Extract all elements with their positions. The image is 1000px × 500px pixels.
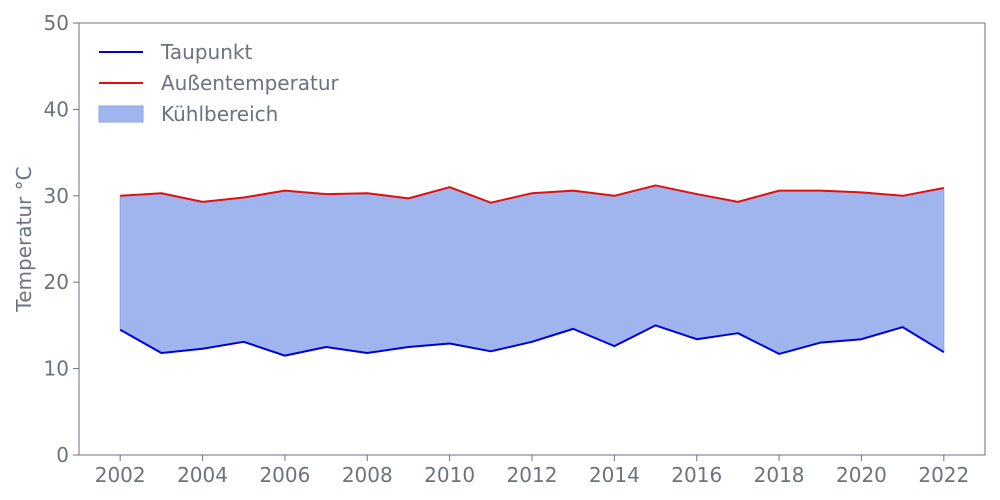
- x-axis: 2002 2004 2006 2008 2010 2012 2014 2016 2018 2020…: [95, 455, 969, 487]
- x-tick-label: 2008: [342, 463, 393, 487]
- y-tick-label: 10: [44, 357, 69, 381]
- y-tick-label: 20: [44, 270, 69, 294]
- outside-temperature-line: [120, 184, 945, 204]
- x-tick-label: 2014: [589, 463, 640, 487]
- x-tick-label: 2018: [754, 463, 805, 487]
- x-tick-label: 2012: [507, 463, 558, 487]
- x-tick-label: 2002: [95, 463, 146, 487]
- legend-cooling-range-swatch: [98, 105, 144, 123]
- cooling-range-area: [119, 184, 945, 357]
- legend-outside-temperature-label: Außentemperatur: [161, 71, 340, 95]
- legend: Taupunkt Außentemperatur Kühlbereich: [98, 40, 340, 126]
- y-tick-label: 30: [44, 184, 69, 208]
- y-axis-label: Temperatur °C: [12, 166, 36, 312]
- legend-dewpoint-label: Taupunkt: [160, 40, 252, 64]
- legend-cooling-range-label: Kühlbereich: [161, 102, 278, 126]
- x-tick-label: 2020: [836, 463, 887, 487]
- dewpoint-line: [119, 324, 945, 357]
- x-tick-label: 2006: [259, 463, 310, 487]
- y-tick-label: 50: [44, 11, 69, 35]
- y-tick-label: 40: [44, 97, 69, 121]
- y-tick-label: 0: [56, 443, 69, 467]
- x-tick-label: 2016: [671, 463, 722, 487]
- x-tick-label: 2010: [424, 463, 475, 487]
- x-tick-label: 2004: [177, 463, 228, 487]
- x-tick-label: 2022: [918, 463, 969, 487]
- y-axis: 0 10 20 30 40 50: [44, 11, 79, 467]
